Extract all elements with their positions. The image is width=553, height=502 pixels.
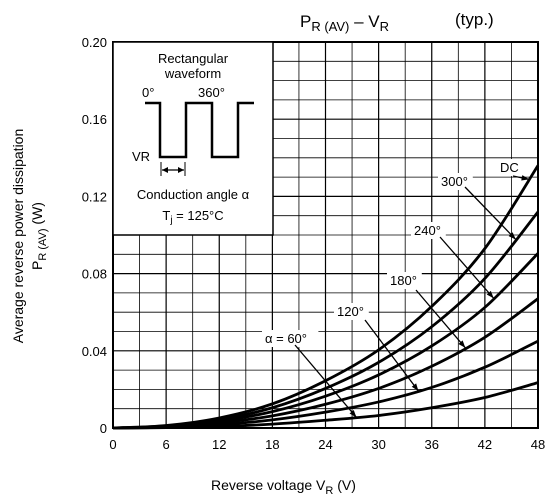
curve-label-bg bbox=[262, 330, 319, 347]
y-tick-label: 0.20 bbox=[82, 35, 107, 50]
curve-labels: α = 60° 120° 180° 240° 300° DC bbox=[262, 159, 530, 418]
curve-label-bg bbox=[497, 159, 518, 176]
x-tick-label: 0 bbox=[109, 437, 116, 452]
inset-conduction-label: Conduction angle α bbox=[137, 187, 250, 202]
curve-label: α = 60° bbox=[265, 331, 307, 346]
y-tick-label: 0.08 bbox=[82, 267, 107, 282]
curve-label: DC bbox=[500, 160, 519, 175]
y-tick-label: 0.12 bbox=[82, 189, 107, 204]
curve-label: 120° bbox=[337, 304, 364, 319]
curve-leader-arrowhead bbox=[521, 175, 530, 181]
x-tick-label: 42 bbox=[478, 437, 492, 452]
inset-rectangular-label: Rectangular bbox=[158, 51, 229, 66]
y-axis-label-line1: Average reverse power dissipation bbox=[10, 129, 26, 344]
curve-label-bg bbox=[334, 303, 369, 320]
curve-leader-line bbox=[439, 236, 495, 299]
curve-label-bg bbox=[411, 222, 446, 239]
curve-label-bg bbox=[387, 272, 422, 289]
x-tick-label: 24 bbox=[318, 437, 332, 452]
curve-label: 180° bbox=[390, 273, 417, 288]
curve-leader-arrowhead bbox=[486, 290, 494, 299]
inset-tj-label: Tj = 125°C bbox=[162, 208, 223, 226]
curve-leader-line bbox=[294, 344, 357, 418]
x-tick-label: 30 bbox=[371, 437, 385, 452]
x-tick-label: 18 bbox=[265, 437, 279, 452]
curve-leader-line bbox=[415, 289, 466, 349]
inset-waveform-label: waveform bbox=[164, 66, 221, 81]
y-tick-labels: 0 0.04 0.08 0.12 0.16 0.20 bbox=[82, 35, 107, 436]
series-lines bbox=[112, 164, 540, 430]
y-tick-label: 0.16 bbox=[82, 112, 107, 127]
x-tick-label: 6 bbox=[163, 437, 170, 452]
curve-leader-arrowhead bbox=[508, 232, 516, 240]
inset-angle-0: 0° bbox=[142, 85, 154, 100]
curve-leader-line bbox=[364, 319, 419, 392]
inset-vr-label: VR bbox=[132, 149, 150, 164]
x-tick-labels: 0 6 12 18 24 30 36 42 48 bbox=[109, 437, 545, 452]
series-line-5 bbox=[112, 164, 540, 430]
y-tick-label: 0.04 bbox=[82, 344, 107, 359]
inset-arrowheads bbox=[162, 167, 184, 173]
x-tick-label: 48 bbox=[531, 437, 545, 452]
curve-leader-arrowhead bbox=[411, 383, 419, 392]
inset-angle-360: 360° bbox=[198, 85, 225, 100]
x-tick-label: 36 bbox=[425, 437, 439, 452]
y-axis-label-line2: PR (AV) (W) bbox=[29, 202, 49, 270]
x-axis-label: Reverse voltage VR (V) bbox=[211, 477, 356, 497]
curve-label: 240° bbox=[414, 223, 441, 238]
inset-box bbox=[112, 41, 274, 236]
inset-waveform-shape bbox=[145, 101, 254, 159]
x-tick-label: 12 bbox=[212, 437, 226, 452]
curve-label-bg bbox=[438, 173, 473, 190]
chart-title: PR (AV) – VR bbox=[300, 12, 389, 34]
y-tick-label: 0 bbox=[100, 421, 107, 436]
curve-leader-line bbox=[464, 186, 517, 241]
curve-leader-arrowhead bbox=[458, 340, 466, 348]
curve-leader-arrowhead bbox=[349, 409, 357, 418]
chart-typ-label: (typ.) bbox=[455, 10, 494, 29]
waveform-inset: Rectangular waveform 0° 360° VR Conducti… bbox=[112, 41, 274, 236]
curve-label: 300° bbox=[441, 174, 468, 189]
